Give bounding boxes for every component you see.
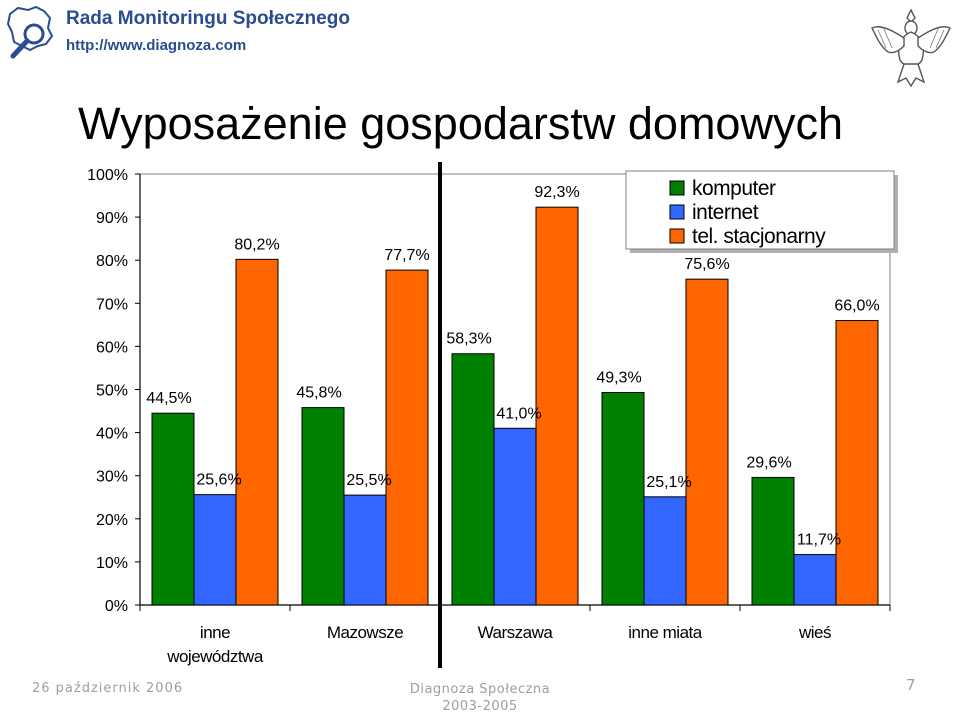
data-label: 29,6% bbox=[746, 454, 791, 471]
data-label: 25,6% bbox=[196, 472, 241, 489]
footer-center-line2: 2003-2005 bbox=[442, 699, 518, 714]
data-label: 41,0% bbox=[496, 405, 541, 422]
y-tick-label: 80% bbox=[96, 253, 128, 270]
y-tick-label: 40% bbox=[96, 426, 128, 443]
legend-label: komputer bbox=[692, 177, 776, 200]
bar-0-4 bbox=[751, 476, 795, 606]
bar-2-1 bbox=[385, 269, 429, 606]
chart-bars bbox=[151, 206, 879, 606]
chart-axes: 0% 10% 20% 30% 40% 50% 60% 70% 80% 90% 100% inne woj… bbox=[87, 162, 891, 668]
bar-1-4 bbox=[793, 554, 837, 606]
bar-2-2 bbox=[535, 206, 579, 606]
bar-0-1 bbox=[301, 407, 345, 606]
data-label: 80,2% bbox=[234, 236, 279, 253]
bar-0-3 bbox=[601, 392, 645, 606]
data-label: 77,7% bbox=[384, 247, 429, 264]
bar-0-0 bbox=[151, 412, 195, 606]
slide-title: Wyposażenie gospodarstw domowych bbox=[78, 98, 843, 149]
chart-data-labels: 44,5% 45,8% 58,3% 49,3% 29,6% 25,6% 25,5% 41,0%… bbox=[146, 184, 879, 548]
legend-label: tel. stacjonarny bbox=[692, 225, 826, 248]
x-category-label: inne województwa bbox=[166, 623, 264, 666]
y-tick-label: 30% bbox=[96, 469, 128, 486]
bar-2-3 bbox=[685, 278, 729, 606]
footer-center-line1: Diagnoza Społeczna bbox=[409, 682, 551, 697]
white-eagle-emblem-icon bbox=[866, 2, 956, 99]
y-tick-label: 20% bbox=[96, 512, 128, 529]
x-category-label: inne miata bbox=[628, 623, 702, 642]
y-tick-label: 70% bbox=[96, 296, 128, 313]
data-label: 11,7% bbox=[797, 532, 841, 549]
y-tick-label: 0% bbox=[105, 598, 128, 615]
bar-1-0 bbox=[193, 494, 237, 606]
footer-date: 26 październik 2006 bbox=[32, 681, 184, 696]
y-tick-label: 100% bbox=[87, 167, 128, 184]
poland-map-magnifier-icon bbox=[4, 4, 62, 71]
x-category-label: Mazowsze bbox=[327, 623, 403, 642]
y-tick-label: 90% bbox=[96, 210, 128, 227]
y-tick-label: 60% bbox=[96, 339, 128, 356]
data-label: 49,3% bbox=[596, 370, 641, 387]
bar-1-2 bbox=[493, 427, 537, 606]
data-label: 25,5% bbox=[346, 472, 391, 489]
data-label: 44,5% bbox=[146, 390, 191, 407]
x-category-label: Warszawa bbox=[478, 623, 554, 642]
legend-swatch bbox=[669, 228, 685, 244]
header-url: http://www.diagnoza.com bbox=[66, 37, 247, 54]
data-label: 66,0% bbox=[834, 298, 879, 315]
data-label: 75,6% bbox=[684, 256, 729, 273]
x-category-label: wieś bbox=[798, 623, 831, 642]
data-label: 92,3% bbox=[534, 184, 579, 201]
footer-page-number: 7 bbox=[906, 676, 916, 694]
bar-2-4 bbox=[835, 320, 879, 606]
bar-0-2 bbox=[451, 353, 495, 606]
header-org-name: Rada Monitoringu Społecznego bbox=[66, 8, 350, 29]
data-label: 45,8% bbox=[296, 385, 341, 402]
y-tick-label: 50% bbox=[96, 383, 128, 400]
legend-swatch bbox=[669, 204, 685, 220]
data-label: 58,3% bbox=[446, 331, 491, 348]
data-label: 25,1% bbox=[646, 474, 691, 491]
bar-1-1 bbox=[343, 494, 387, 606]
legend-label: internet bbox=[692, 201, 759, 224]
footer-center: Diagnoza Społeczna 2003-2005 bbox=[380, 681, 580, 715]
bar-2-0 bbox=[235, 258, 279, 606]
bar-1-3 bbox=[643, 496, 687, 606]
y-tick-label: 10% bbox=[96, 555, 128, 572]
legend-swatch bbox=[669, 180, 685, 196]
